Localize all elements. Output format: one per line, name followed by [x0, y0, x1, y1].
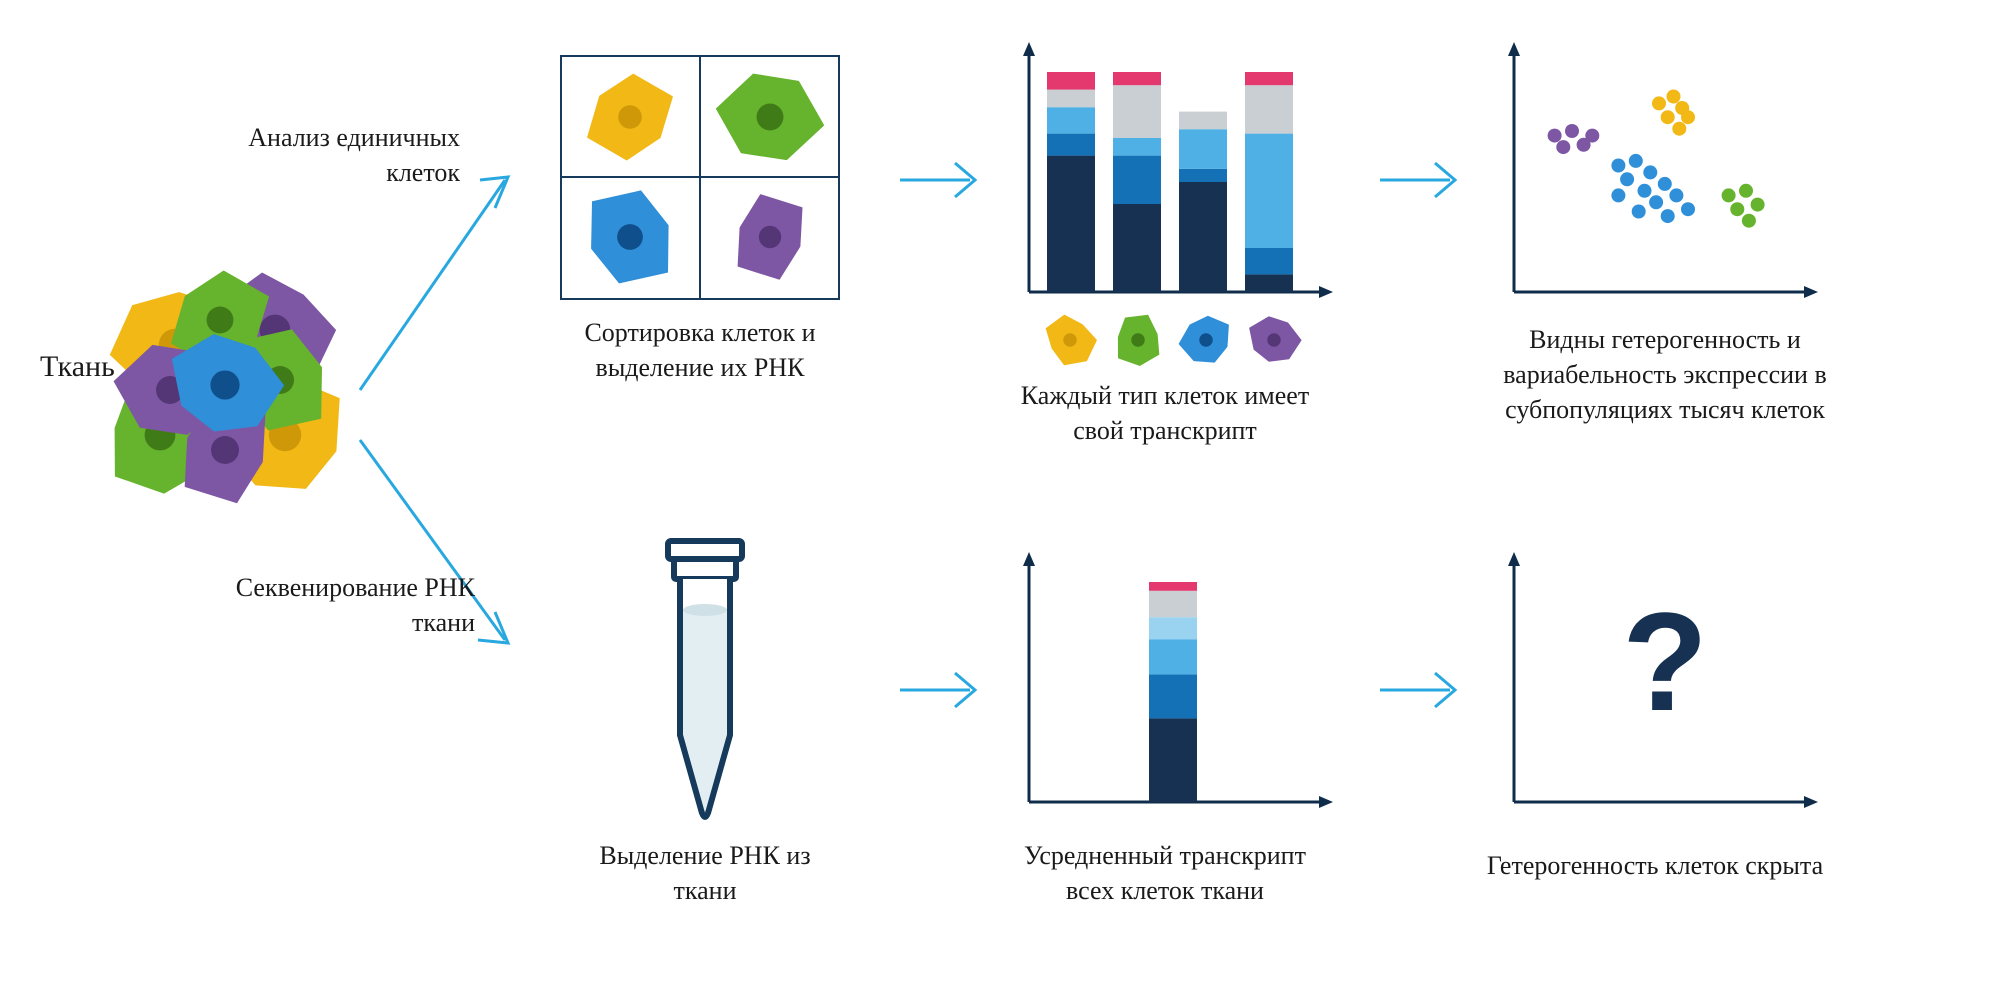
chart-top-caption: Каждый тип клеток имеет свой транскрипт — [1000, 378, 1330, 448]
tissue-cluster — [100, 260, 360, 520]
chart-top-caption-text: Каждый тип клеток имеет свой транскрипт — [1021, 381, 1309, 445]
path-bottom-text: Секвенирование РНК ткани — [236, 573, 475, 637]
fork-arrow-bottom — [350, 420, 550, 680]
tube-caption-text: Выделение РНК из ткани — [599, 841, 810, 905]
scatter-caption: Видны гетерогенность и вариабельность эк… — [1470, 322, 1860, 427]
chart-top — [1005, 40, 1335, 310]
sorting-caption-text: Сортировка клеток и выделение их РНК — [584, 318, 815, 382]
arrow-top-2 — [895, 155, 995, 205]
tube-caption: Выделение РНК из ткани — [580, 838, 830, 908]
chart-bottom-caption: Усредненный транскрипт всех клеток ткани — [1000, 838, 1330, 908]
path-bottom-label: Секвенирование РНК ткани — [235, 570, 475, 640]
mini-cells-row — [1040, 308, 1320, 372]
arrow-top-3 — [1375, 155, 1475, 205]
arrow-bottom-3 — [1375, 665, 1475, 715]
arrow-bottom-2 — [895, 665, 995, 715]
cell-sorting-grid — [560, 55, 840, 300]
path-top-label: Анализ единичных клеток — [220, 120, 460, 190]
chart-bottom-caption-text: Усредненный транскрипт всех клеток ткани — [1024, 841, 1306, 905]
path-top-text: Анализ единичных клеток — [248, 123, 460, 187]
test-tube — [640, 535, 770, 825]
scatter-plot — [1490, 40, 1820, 310]
svg-text:?: ? — [1622, 583, 1708, 740]
question-panel: ? — [1490, 550, 1820, 820]
scatter-caption-text: Видны гетерогенность и вариабельность эк… — [1503, 325, 1826, 424]
question-caption: Гетерогенность клеток скрыта — [1460, 848, 1850, 883]
question-caption-text: Гетерогенность клеток скрыта — [1487, 851, 1823, 880]
sorting-caption: Сортировка клеток и выделение их РНК — [545, 315, 855, 385]
tissue-svg — [100, 260, 360, 520]
fork-arrow-top — [350, 160, 550, 420]
chart-bottom — [1005, 550, 1335, 820]
